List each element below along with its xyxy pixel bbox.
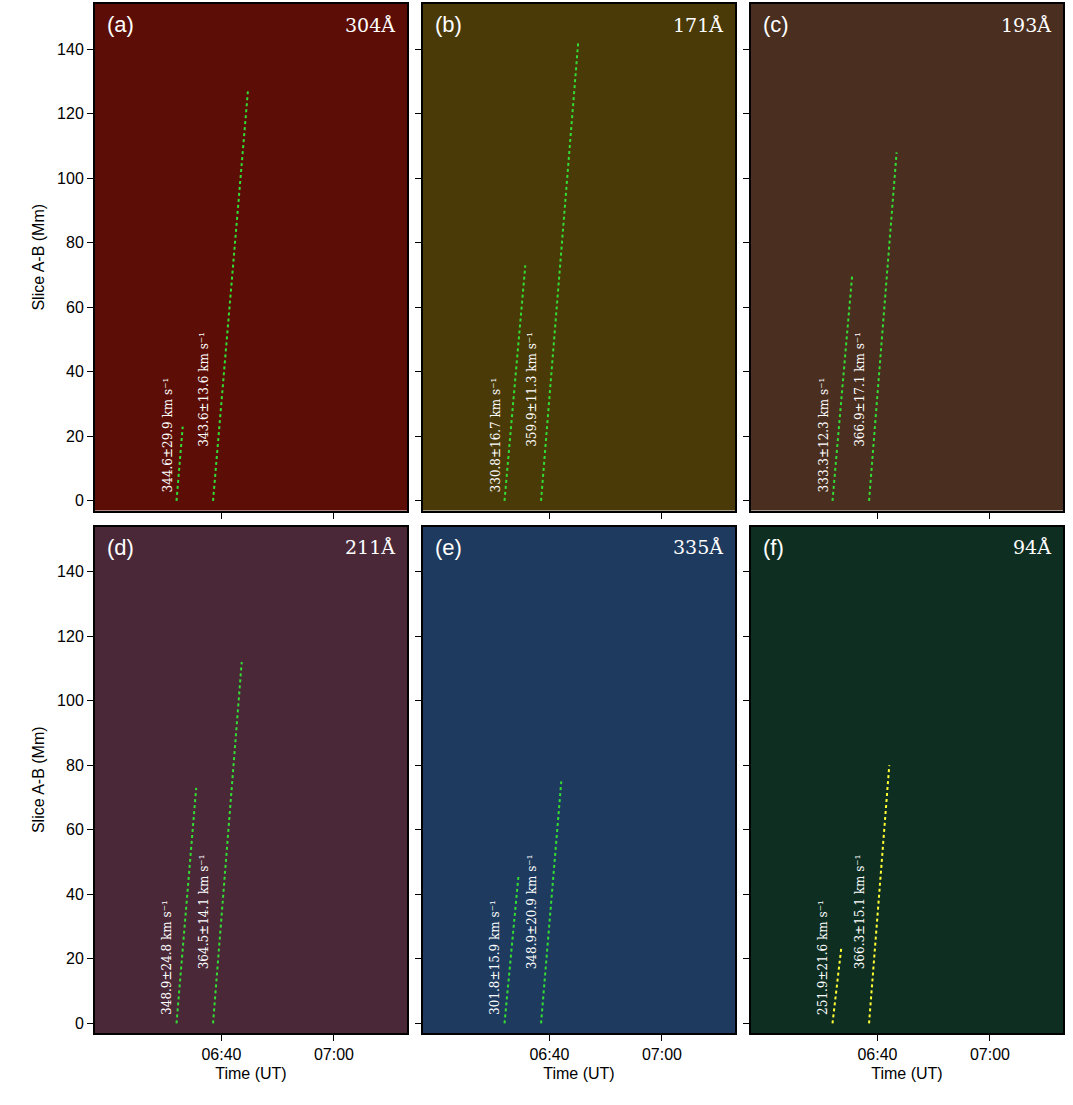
svg-text:0: 0 xyxy=(75,492,84,509)
svg-text:140: 140 xyxy=(57,41,84,58)
svg-text:359.9±11.3 km s⁻¹: 359.9±11.3 km s⁻¹ xyxy=(525,332,539,447)
svg-text:100: 100 xyxy=(57,692,84,709)
svg-text:Time (UT): Time (UT) xyxy=(871,1065,942,1082)
svg-text:343.6±13.6 km s⁻¹: 343.6±13.6 km s⁻¹ xyxy=(197,332,211,447)
svg-text:366.3±15.1 km s⁻¹: 366.3±15.1 km s⁻¹ xyxy=(853,855,867,970)
svg-text:60: 60 xyxy=(66,821,84,838)
svg-text:60: 60 xyxy=(66,299,84,316)
svg-text:171Å: 171Å xyxy=(673,14,723,36)
svg-text:06:40: 06:40 xyxy=(529,1046,569,1063)
svg-text:06:40: 06:40 xyxy=(201,1046,241,1063)
svg-text:06:40: 06:40 xyxy=(857,1046,897,1063)
svg-text:80: 80 xyxy=(66,234,84,251)
svg-text:07:00: 07:00 xyxy=(314,1046,354,1063)
svg-text:Time (UT): Time (UT) xyxy=(543,1065,614,1082)
svg-text:100: 100 xyxy=(57,170,84,187)
svg-text:Slice A-B (Mm): Slice A-B (Mm) xyxy=(30,726,47,833)
svg-text:335Å: 335Å xyxy=(673,536,723,558)
svg-text:304Å: 304Å xyxy=(345,14,395,36)
svg-text:348.9±20.9 km s⁻¹: 348.9±20.9 km s⁻¹ xyxy=(525,855,539,970)
svg-text:193Å: 193Å xyxy=(1001,14,1051,36)
svg-text:366.9±17.1 km s⁻¹: 366.9±17.1 km s⁻¹ xyxy=(853,332,867,447)
svg-text:80: 80 xyxy=(66,757,84,774)
svg-text:Slice A-B (Mm): Slice A-B (Mm) xyxy=(30,204,47,311)
svg-text:07:00: 07:00 xyxy=(642,1046,682,1063)
svg-text:251.9±21.6 km s⁻¹: 251.9±21.6 km s⁻¹ xyxy=(816,900,830,1015)
svg-text:40: 40 xyxy=(66,886,84,903)
svg-text:(f): (f) xyxy=(763,535,784,560)
svg-text:330.8±16.7 km s⁻¹: 330.8±16.7 km s⁻¹ xyxy=(489,378,503,493)
svg-text:94Å: 94Å xyxy=(1013,536,1051,558)
svg-text:348.9±24.8 km s⁻¹: 348.9±24.8 km s⁻¹ xyxy=(160,900,174,1015)
svg-text:(e): (e) xyxy=(435,535,462,560)
svg-text:(c): (c) xyxy=(763,12,789,37)
svg-text:120: 120 xyxy=(57,628,84,645)
svg-text:Time (UT): Time (UT) xyxy=(215,1065,286,1082)
svg-text:140: 140 xyxy=(57,563,84,580)
svg-text:(b): (b) xyxy=(435,12,462,37)
svg-text:20: 20 xyxy=(66,950,84,967)
svg-text:(a): (a) xyxy=(107,12,134,37)
svg-text:120: 120 xyxy=(57,105,84,122)
svg-text:301.8±15.9 km s⁻¹: 301.8±15.9 km s⁻¹ xyxy=(488,900,502,1015)
svg-text:211Å: 211Å xyxy=(345,536,395,558)
svg-text:0: 0 xyxy=(75,1015,84,1032)
svg-text:(d): (d) xyxy=(107,535,134,560)
svg-text:07:00: 07:00 xyxy=(970,1046,1010,1063)
svg-text:344.6±29.9 km s⁻¹: 344.6±29.9 km s⁻¹ xyxy=(161,378,175,493)
svg-text:364.5±14.1 km s⁻¹: 364.5±14.1 km s⁻¹ xyxy=(197,855,211,970)
svg-text:20: 20 xyxy=(66,428,84,445)
svg-text:40: 40 xyxy=(66,363,84,380)
svg-text:333.3±12.3 km s⁻¹: 333.3±12.3 km s⁻¹ xyxy=(817,378,831,493)
